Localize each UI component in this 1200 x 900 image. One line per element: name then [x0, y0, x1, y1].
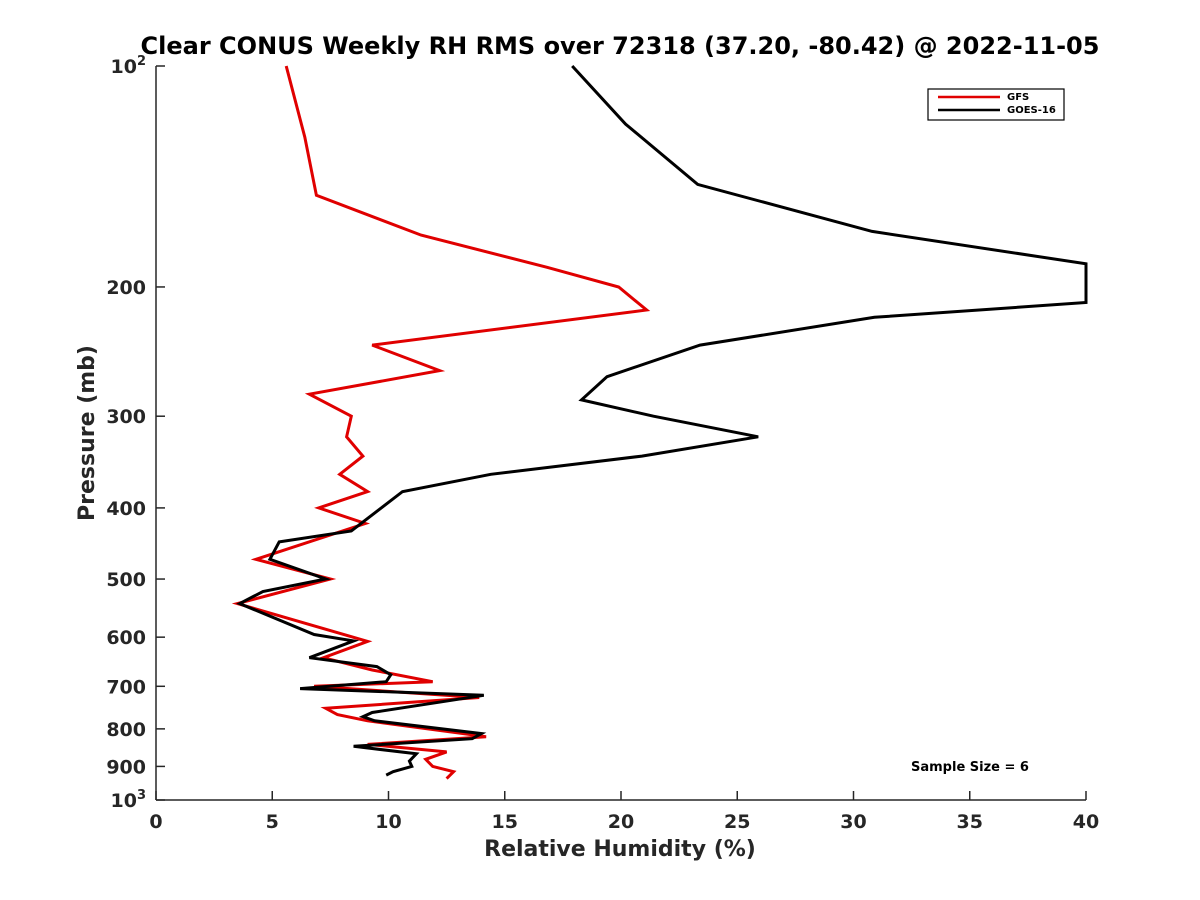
y-tick-label: 700 — [106, 676, 146, 698]
x-axis-ticks: 0 5 10 15 20 25 30 35 40 — [149, 791, 1099, 833]
chart-title: Clear CONUS Weekly RH RMS over 72318 (37… — [141, 32, 1100, 60]
y-tick-label: 600 — [106, 627, 146, 649]
y-tick-label: 400 — [106, 498, 146, 520]
y-axis-ticks: 102 200 300 400 500 600 700 800 900 103 — [106, 54, 165, 812]
x-tick-label: 5 — [266, 811, 279, 833]
x-tick-label: 20 — [608, 811, 634, 833]
x-tick-label: 40 — [1073, 811, 1099, 833]
legend-label-gfs: GFS — [1007, 92, 1029, 103]
x-tick-label: 0 — [149, 811, 162, 833]
x-tick-label: 15 — [492, 811, 518, 833]
y-tick-label: 800 — [106, 719, 146, 741]
y-tick-label: 300 — [106, 406, 146, 428]
x-tick-label: 10 — [375, 811, 401, 833]
y-tick-label: 900 — [106, 756, 146, 778]
y-tick-label: 200 — [106, 277, 146, 299]
y-tick-label: 500 — [106, 569, 146, 591]
x-tick-label: 30 — [840, 811, 866, 833]
series-layer — [231, 64, 1088, 780]
plot-area: 0 5 10 15 20 25 30 35 40 102 200 300 400 500 600 700 80… — [106, 54, 1099, 833]
legend-label-goes16: GOES-16 — [1007, 105, 1056, 116]
x-tick-label: 35 — [957, 811, 983, 833]
series-line-goes16 — [236, 64, 1088, 777]
y-tick-label: 102 — [111, 54, 147, 78]
x-tick-label: 25 — [724, 811, 750, 833]
sample-size-annotation: Sample Size = 6 — [911, 760, 1029, 775]
y-axis-label: Pressure (mb) — [75, 345, 100, 521]
x-axis-label: Relative Humidity (%) — [484, 837, 756, 862]
legend: GFS GOES-16 — [927, 88, 1065, 121]
y-tick-label: 103 — [111, 788, 147, 812]
legend-box — [927, 88, 1065, 121]
